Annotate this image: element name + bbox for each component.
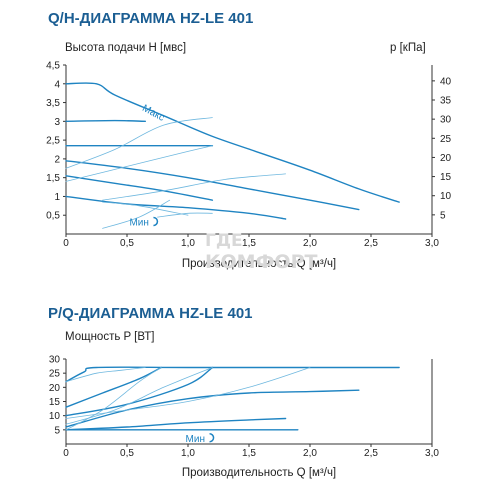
chart1-series-8 xyxy=(65,117,213,169)
chart2-y-tick-label: 10 xyxy=(49,411,61,422)
chart1-y-tick-label: 3 xyxy=(54,117,60,128)
chart2-xlabel: Производительность Q [м³/ч] xyxy=(182,467,336,479)
chart1-y-tick-label: 3,5 xyxy=(46,98,60,109)
chart2-series-3 xyxy=(65,366,214,417)
chart2-ylabel: Мощность P [ВТ] xyxy=(65,331,155,343)
chart1-x-tick-label: 3,0 xyxy=(425,238,439,249)
chart1-min-label: Мин xyxy=(129,217,148,228)
chart2-y-tick-label: 25 xyxy=(49,369,61,380)
chart2-x-tick-label: 0 xyxy=(63,448,69,459)
chart2-min-marker-icon xyxy=(209,433,215,443)
chart1-y-tick-label: 1 xyxy=(54,192,60,203)
chart2-series-1 xyxy=(65,366,400,383)
chart1-y2-tick-label: 10 xyxy=(440,191,452,202)
chart1-x-tick-label: 0 xyxy=(63,238,69,249)
chart2-series-2 xyxy=(65,366,162,408)
chart1-series-5 xyxy=(65,175,214,201)
chart1-min-marker-icon xyxy=(153,216,159,227)
chart2-x-tick-label: 2,0 xyxy=(303,448,317,459)
chart1-y2-tick-label: 15 xyxy=(440,172,452,183)
chart1-series-11 xyxy=(157,212,213,218)
chart2-title: P/Q-ДИАГРАММА HZ-LE 401 xyxy=(48,305,253,322)
chart1-y-tick-label: 0,5 xyxy=(46,211,60,222)
chart1-xlabel: Производительность Q [м³/ч] xyxy=(182,258,336,270)
chart1-y2-tick-label: 5 xyxy=(440,210,446,221)
chart2-y-tick-label: 5 xyxy=(54,425,60,436)
watermark-line1: ГДЕ xyxy=(205,231,243,251)
chart1-y2-tick-label: 40 xyxy=(440,76,452,87)
chart2-min-label: Мин xyxy=(186,434,205,445)
chart1-series-7 xyxy=(102,199,171,229)
chart2-series-10 xyxy=(65,367,146,383)
chart1-y-tick-label: 4,5 xyxy=(46,61,60,72)
chart1-y2-tick-label: 35 xyxy=(440,96,452,107)
chart1-y2label: p [кПа] xyxy=(390,42,426,54)
chart1-series-10 xyxy=(102,173,286,201)
chart2-series-9 xyxy=(65,367,162,431)
chart1-y2-tick-label: 25 xyxy=(440,134,452,145)
chart2-x-tick-label: 0,5 xyxy=(120,448,134,459)
chart1-x-tick-label: 1,5 xyxy=(242,238,256,249)
chart1-series-6 xyxy=(65,195,287,220)
chart1-y2-tick-label: 20 xyxy=(440,153,452,164)
chart1-x-tick-label: 2,0 xyxy=(303,238,317,249)
chart2-y-tick-label: 20 xyxy=(49,383,61,394)
chart1-y-tick-label: 2 xyxy=(54,154,60,165)
chart2-x-tick-label: 2,5 xyxy=(364,448,378,459)
chart1-series-9 xyxy=(65,145,213,182)
chart1-y2-tick-label: 30 xyxy=(440,115,452,126)
chart1-y-tick-label: 1,5 xyxy=(46,173,60,184)
chart1-x-tick-label: 1,0 xyxy=(181,238,195,249)
chart1-y-tick-label: 2,5 xyxy=(46,136,60,147)
chart2-series-8 xyxy=(65,367,311,419)
chart1-series-2 xyxy=(65,119,146,122)
chart2-x-tick-label: 3,0 xyxy=(425,448,439,459)
chart2-x-tick-label: 1,5 xyxy=(242,448,256,459)
chart2-series-5 xyxy=(65,417,287,431)
chart1-x-tick-label: 0,5 xyxy=(120,238,134,249)
chart1-x-tick-label: 2,5 xyxy=(364,238,378,249)
chart2-x-tick-label: 1,0 xyxy=(181,448,195,459)
chart1-ylabel: Высота подачи H [мвс] xyxy=(65,42,187,54)
watermark-line2: КОМФОРТ xyxy=(205,251,318,273)
chart1-title: Q/H-ДИАГРАММА HZ-LE 401 xyxy=(48,10,254,27)
chart1-series-1 xyxy=(65,82,400,203)
chart1-y-tick-label: 4 xyxy=(54,79,60,90)
chart2-y-tick-label: 30 xyxy=(49,355,61,366)
chart1-series-12 xyxy=(102,201,189,216)
chart2-y-tick-label: 15 xyxy=(49,397,61,408)
